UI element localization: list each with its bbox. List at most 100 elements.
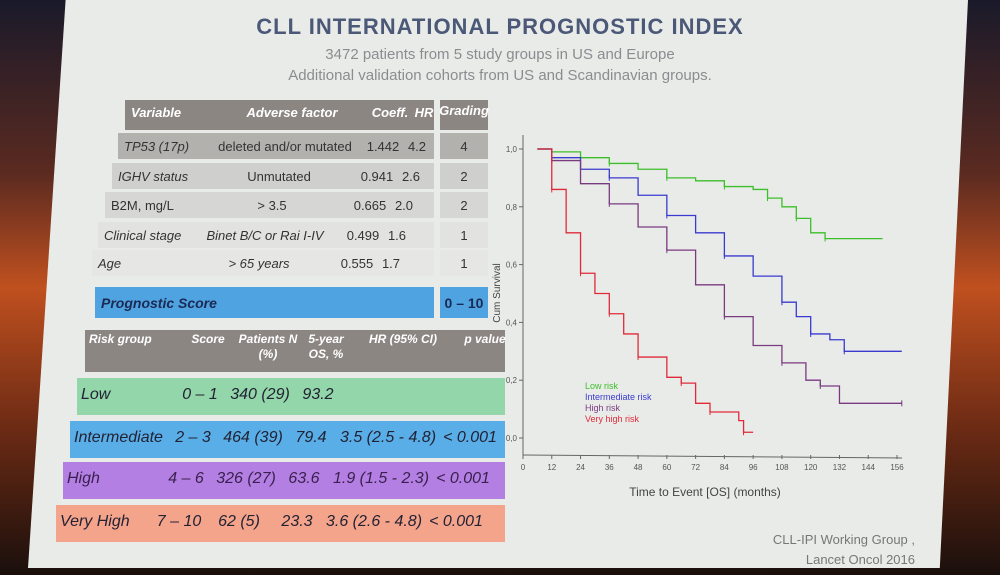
prognostic-score-label: Prognostic Score	[95, 287, 434, 318]
grading-cell-bg	[440, 133, 488, 159]
index-row	[105, 192, 434, 218]
y-tick-label: 1,0	[506, 145, 518, 154]
risk-cell: < 0.001	[443, 429, 497, 446]
risk-header-cell: HR (95% CI)	[368, 332, 437, 346]
survival-curve-intermediate-risk	[537, 148, 902, 352]
grading-cell-bg	[440, 100, 488, 130]
x-tick-label: 84	[720, 463, 729, 472]
index-header-cell: Coeff.	[371, 104, 409, 120]
index-cell: deleted and/or mutated	[218, 138, 352, 154]
risk-header-cell: Score	[191, 332, 225, 346]
x-tick-label: 96	[749, 463, 758, 472]
risk-header-row	[85, 330, 505, 372]
x-tick-label: 36	[605, 463, 614, 472]
risk-cell: < 0.001	[429, 513, 483, 530]
y-axis-label: Cum Survival	[492, 263, 503, 322]
index-cell: 0.555	[340, 255, 374, 271]
index-cell: IGHV status	[118, 168, 189, 184]
grading-cell-bg	[440, 250, 488, 276]
risk-cell: < 0.001	[436, 470, 490, 487]
risk-row-intermediate	[70, 421, 505, 458]
risk-cell: 340 (29)	[230, 386, 290, 403]
index-header-cell: Adverse factor	[246, 104, 338, 120]
grading-cell: 2	[460, 197, 468, 213]
risk-header-cell: Patients N (%)	[238, 332, 298, 361]
index-cell: > 65 years	[228, 255, 290, 271]
index-cell: > 3.5	[257, 197, 287, 213]
grading-cell-bg	[440, 163, 488, 189]
prognostic-score-range: 0 – 10	[440, 287, 488, 318]
risk-cell	[343, 378, 447, 412]
risk-row-low	[77, 378, 505, 415]
index-cell: Unmutated	[247, 168, 311, 184]
y-tick-label: 0,6	[506, 261, 518, 270]
x-tick-label: 144	[862, 463, 876, 472]
risk-header-cell: Risk group	[89, 332, 152, 346]
index-cell: 0.941	[360, 168, 394, 184]
x-tick-label: 24	[576, 463, 585, 472]
risk-cell: 62 (5)	[218, 513, 260, 530]
x-tick-label: 132	[833, 463, 847, 472]
risk-row-high	[63, 462, 505, 499]
citation: CLL-IPI Working Group , Lancet Oncol 201…	[773, 530, 915, 570]
risk-cell: 63.6	[288, 470, 320, 487]
x-tick-label: 12	[547, 463, 556, 472]
index-row	[118, 133, 434, 159]
grading-cell: 1	[460, 255, 468, 271]
y-tick-label: 0,4	[506, 318, 518, 327]
index-row	[92, 250, 434, 276]
survival-curve-low-risk	[537, 148, 883, 240]
risk-cell: 3.5 (2.5 - 4.8)	[339, 429, 437, 446]
index-cell: 1.442	[366, 138, 400, 154]
risk-cell: 7 – 10	[156, 513, 202, 530]
grading-cell: 1	[460, 227, 468, 243]
x-tick-label: 60	[662, 463, 671, 472]
x-tick-label: 156	[890, 463, 904, 472]
index-cell: 4.2	[407, 138, 427, 154]
subtitle-line-1: 3472 patients from 5 study groups in US …	[325, 46, 675, 63]
grading-cell-bg	[440, 222, 488, 248]
risk-cell: 3.6 (2.6 - 4.8)	[325, 513, 423, 530]
grading-cell-bg	[440, 192, 488, 218]
index-header-cell: HR	[414, 104, 434, 120]
x-tick-label: 0	[521, 463, 526, 472]
risk-cell: 4 – 6	[168, 470, 204, 487]
index-row	[98, 222, 434, 248]
risk-cell: 0 – 1	[182, 386, 218, 403]
risk-cell: 326 (27)	[216, 470, 276, 487]
legend-entry: Very high risk	[585, 414, 640, 424]
index-cell: B2M, mg/L	[111, 197, 174, 213]
risk-cell: Intermediate	[74, 429, 163, 446]
x-axis-label: Time to Event [OS] (months)	[629, 485, 781, 499]
legend-entry: High risk	[585, 403, 621, 413]
slide-title: CLL INTERNATIONAL PROGNOSTIC INDEX	[256, 14, 744, 39]
x-tick-label: 108	[775, 463, 789, 472]
risk-cell: 2 – 3	[175, 429, 211, 446]
risk-cell: Very High	[60, 513, 130, 530]
survival-curve-very-high-risk	[537, 148, 754, 433]
legend-entry: Intermediate risk	[585, 392, 652, 402]
index-cell: 2.0	[394, 197, 414, 213]
risk-cell: Low	[81, 386, 111, 403]
citation-line-1: CLL-IPI Working Group ,	[772, 532, 915, 547]
index-header-cell: Variable	[131, 104, 182, 120]
x-tick-label: 72	[691, 463, 700, 472]
index-header-row	[125, 100, 434, 130]
index-cell: Age	[98, 255, 122, 271]
risk-row-very-high	[56, 505, 505, 542]
y-tick-label: 0,2	[506, 376, 518, 385]
grading-header: Grading	[439, 102, 489, 118]
risk-cell: 464 (39)	[223, 429, 283, 446]
index-row	[112, 163, 434, 189]
citation-line-2: Lancet Oncol 2016	[805, 552, 915, 567]
risk-cell: 79.4	[295, 429, 327, 446]
index-cell: Binet B/C or Rai I-IV	[206, 227, 324, 243]
risk-cell: High	[67, 470, 100, 487]
subtitle-line-2: Additional validation cohorts from US an…	[288, 67, 712, 84]
index-cell: TP53 (17p)	[124, 138, 190, 154]
risk-cell: 23.3	[281, 513, 313, 530]
grading-cell: 2	[460, 168, 468, 184]
index-cell: 1.7	[381, 255, 401, 271]
y-tick-label: 0,0	[506, 434, 518, 443]
survival-chart: 0,0 0,2 0,4 0,6 0,8 1,0 0 12 24 36 48 60 72 84 96 108 12…	[492, 135, 904, 499]
